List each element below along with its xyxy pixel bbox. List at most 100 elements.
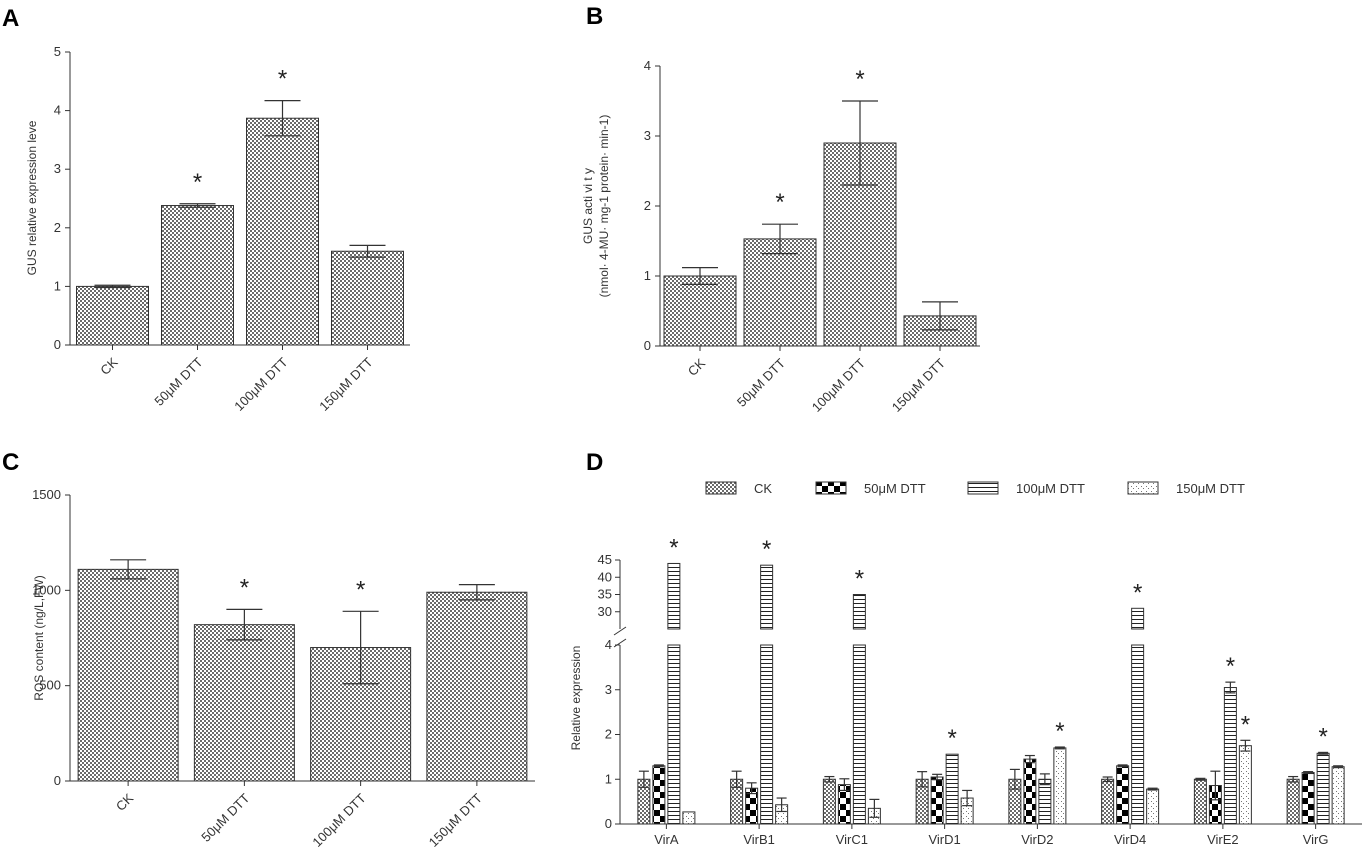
y-tick-label: 0 — [644, 338, 651, 353]
y-tick-label: 4 — [605, 637, 612, 652]
bar — [945, 753, 959, 825]
x-tick-label: VirD2 — [1021, 832, 1053, 847]
bar — [193, 624, 295, 782]
bar — [682, 811, 696, 825]
bar — [1286, 778, 1300, 825]
bar — [1223, 687, 1237, 825]
x-tick-label: 100μM DTT — [231, 354, 290, 413]
bar — [1116, 765, 1130, 825]
significance-star: * — [1241, 711, 1250, 738]
significance-star: * — [855, 66, 864, 93]
legend-label: 50μM DTT — [864, 481, 926, 496]
y-axis-label: GUS acti vi t y — [581, 168, 595, 244]
bar — [1316, 752, 1330, 825]
legend-swatch — [815, 481, 847, 495]
y-tick-label: 1 — [54, 278, 61, 293]
y-tick-label: 0 — [54, 337, 61, 352]
bar — [822, 778, 836, 825]
x-tick-label: 100μM DTT — [809, 355, 868, 414]
y-tick-label: 3 — [605, 682, 612, 697]
y-tick-label: 40 — [598, 569, 612, 584]
significance-star: * — [669, 534, 678, 561]
significance-star: * — [775, 189, 784, 216]
x-tick-label: 150μM DTT — [426, 790, 485, 849]
significance-star: * — [762, 536, 771, 563]
x-tick-label: VirE2 — [1207, 832, 1239, 847]
y-tick-label: 3 — [644, 128, 651, 143]
bar — [743, 238, 817, 347]
y-axis-label-units: (nmol· 4-MU· mg-1 protein· min-1) — [597, 115, 611, 298]
y-tick-label: 45 — [598, 552, 612, 567]
y-tick-label: 5 — [54, 44, 61, 59]
bar — [852, 644, 866, 825]
x-tick-label: 50μM DTT — [151, 354, 205, 408]
y-tick-label: 2 — [605, 727, 612, 742]
bar — [77, 568, 179, 782]
y-axis-label: ROS content (ng/L,FW) — [32, 575, 46, 700]
y-tick-label: 1 — [644, 268, 651, 283]
significance-star: * — [1133, 579, 1142, 606]
bar — [667, 644, 681, 825]
bar — [652, 765, 666, 825]
significance-star: * — [240, 574, 249, 601]
axis-break-mark — [613, 626, 627, 636]
bar — [1101, 778, 1115, 825]
bar — [930, 776, 944, 825]
panel-label-c: C — [2, 449, 19, 476]
panel-label-a: A — [2, 5, 19, 32]
x-tick-label: CK — [685, 355, 709, 379]
significance-star: * — [1226, 653, 1235, 680]
x-tick-label: CK — [113, 790, 137, 814]
x-tick-label: VirC1 — [836, 832, 868, 847]
y-tick-label: 1500 — [32, 487, 61, 502]
legend-swatch — [1127, 481, 1159, 495]
bar — [1193, 778, 1207, 825]
x-tick-label: VirD1 — [928, 832, 960, 847]
x-tick-label: 100μM DTT — [309, 790, 368, 849]
x-tick-label: 150μM DTT — [889, 355, 948, 414]
bar — [426, 591, 528, 782]
bar — [1131, 644, 1145, 825]
bar — [331, 250, 404, 346]
y-tick-label: 30 — [598, 604, 612, 619]
bar — [760, 644, 774, 825]
bar-upper-segment — [1131, 607, 1145, 630]
chart-a-gus-expression: 0 1 2 3 4 5 GUS relative expression leve CK * 50μ… — [25, 44, 410, 414]
x-tick-label: 150μM DTT — [316, 354, 375, 413]
significance-star: * — [1055, 718, 1064, 745]
x-tick-label: VirG — [1303, 832, 1329, 847]
panel-label-b: B — [586, 3, 603, 30]
y-tick-label: 3 — [54, 161, 61, 176]
y-tick-label: 4 — [54, 103, 61, 118]
y-tick-label: 1000 — [32, 582, 61, 597]
y-tick-label: 2 — [644, 198, 651, 213]
bar — [1053, 747, 1067, 825]
chart-c-ros-content: 0 500 1000 1500 ROS content (ng/L,FW) CK * 50μM… — [32, 487, 535, 850]
bar — [1238, 745, 1252, 825]
legend-label: 150μM DTT — [1176, 481, 1245, 496]
bar — [1023, 758, 1037, 825]
legend-label: 100μM DTT — [1016, 481, 1085, 496]
legend-swatch — [967, 481, 999, 495]
bar — [1331, 766, 1345, 825]
significance-star: * — [278, 66, 287, 93]
y-tick-label: 0 — [605, 816, 612, 831]
chart-b-gus-activity: 0 1 2 3 4 GUS acti vi t y (nmol· 4-MU· mg-1 pr… — [581, 58, 980, 415]
x-tick-label: 50μM DTT — [198, 790, 252, 844]
x-tick-label: VirA — [654, 832, 679, 847]
legend-label: CK — [754, 481, 772, 496]
bar-upper-segment — [760, 564, 774, 630]
y-tick-label: 1 — [605, 771, 612, 786]
significance-star: * — [855, 566, 864, 593]
bar — [161, 205, 234, 346]
significance-star: * — [356, 576, 365, 603]
bar-upper-segment — [852, 594, 866, 630]
y-tick-label: 2 — [54, 220, 61, 235]
bar — [663, 275, 737, 347]
y-axis-label: Relative expression — [569, 646, 583, 751]
chart-d-vir-expression: 0 1 2 3 4 30 35 40 45 Relative expression CK 50μM D… — [569, 481, 1362, 847]
significance-star: * — [193, 169, 202, 196]
y-tick-label: 35 — [598, 587, 612, 602]
bar-upper-segment — [667, 562, 681, 630]
